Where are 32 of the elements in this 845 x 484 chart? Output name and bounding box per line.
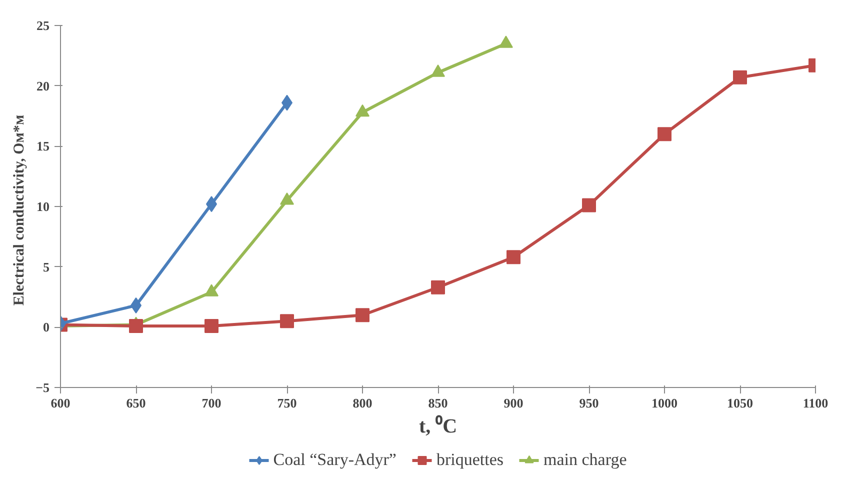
x-tick-label: 650 (126, 396, 146, 410)
x-tick-label: 850 (428, 396, 448, 410)
legend-label: main charge (544, 450, 627, 470)
x-tick-label: 900 (504, 396, 524, 410)
x-tick-label: 1000 (652, 396, 678, 410)
x-tick-label: 950 (579, 396, 599, 410)
point (506, 250, 520, 264)
point (356, 308, 370, 322)
y-tick-label: −5 (36, 380, 50, 395)
point (582, 198, 596, 212)
y-tick-label: 25 (36, 18, 50, 33)
legend-label: briquettes (436, 450, 504, 470)
point (733, 70, 747, 84)
x-tick-label: 750 (277, 396, 297, 410)
y-tick-label: 10 (36, 199, 50, 214)
x-tick-label: 1050 (727, 396, 753, 410)
x-tick-label: 800 (352, 396, 372, 410)
x-tick-label: 600 (50, 396, 70, 410)
point (431, 280, 445, 294)
point (280, 314, 294, 328)
x-axis-title: t, ⁰C (418, 414, 458, 438)
x-tick-label: 700 (202, 396, 222, 410)
point (129, 318, 143, 333)
y-tick-label: 5 (43, 259, 50, 274)
legend-label: Coal “Sary-Adyr” (273, 450, 396, 470)
point (658, 127, 672, 142)
x-tick-label: 1100 (802, 396, 828, 410)
y-tick-label: 15 (36, 138, 50, 154)
y-tick-label: 20 (36, 78, 50, 94)
y-tick-label: 0 (43, 320, 50, 335)
point (204, 318, 218, 333)
y-axis-title: Electrical conductivity, Ом*м (12, 114, 28, 306)
